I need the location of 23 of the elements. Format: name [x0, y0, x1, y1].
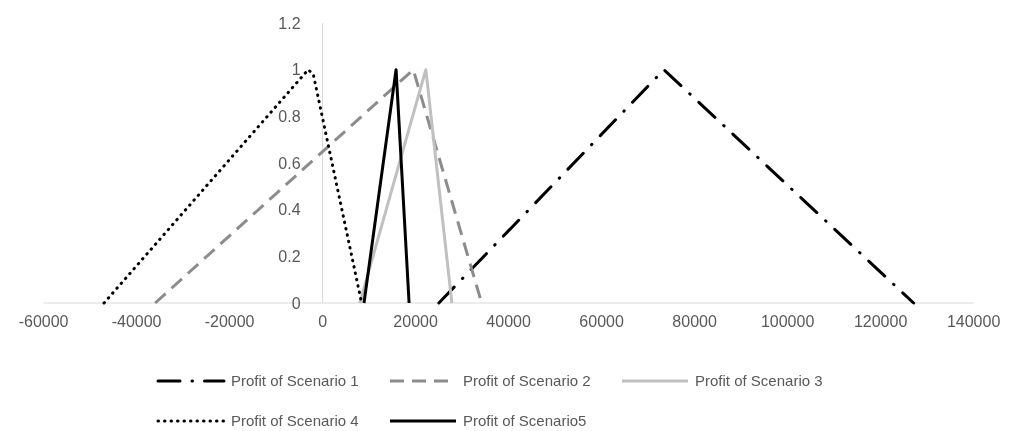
y-tick-label: 0.6 [278, 154, 301, 172]
x-tick-label: -60000 [18, 313, 69, 330]
y-tick-label: 0.2 [278, 247, 301, 265]
legend-label: Profit of Scenario5 [463, 412, 587, 430]
x-tick-label: 0 [318, 313, 328, 330]
x-tick-label: 140000 [946, 313, 1001, 330]
x-tick-label: -20000 [204, 313, 255, 330]
legend-label: Profit of Scenario 3 [695, 372, 823, 390]
x-tick-label: 120000 [853, 313, 908, 330]
x-tick-label: 40000 [486, 313, 531, 330]
y-tick-label: 0 [291, 294, 301, 312]
x-tick-label: 80000 [672, 313, 717, 330]
y-tick-label: 1 [291, 61, 301, 79]
y-tick-label: 1.2 [278, 14, 301, 32]
legend-label: Profit of Scenario 2 [463, 372, 591, 390]
x-tick-label: 60000 [579, 313, 624, 330]
y-tick-label: 0.8 [278, 107, 301, 125]
x-tick-label: -40000 [111, 313, 162, 330]
x-tick-label: 100000 [760, 313, 815, 330]
y-tick-label: 0.4 [278, 201, 301, 219]
legend-label: Profit of Scenario 4 [231, 412, 359, 430]
legend-label: Profit of Scenario 1 [231, 372, 359, 390]
x-tick-label: 20000 [393, 313, 438, 330]
